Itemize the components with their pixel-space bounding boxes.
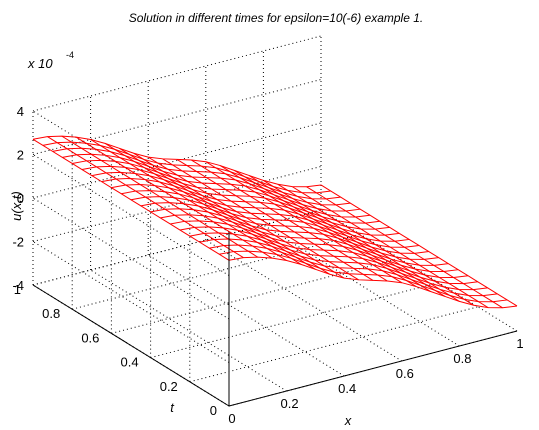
mesh-line-const-x [234, 170, 431, 292]
mesh-line-const-x [248, 175, 446, 297]
mesh-line-const-x [32, 138, 230, 261]
grid-box [32, 35, 518, 407]
mesh-line-const-x [205, 161, 403, 284]
y-axis-label: t [170, 400, 175, 415]
mesh-line-const-x [104, 142, 302, 265]
mesh-line-const-x [162, 158, 359, 281]
chart-title: Solution in different times for epsilon=… [129, 11, 424, 25]
mesh-line-const-x [90, 139, 287, 261]
y-tick-label: 0.4 [121, 355, 139, 370]
x-tick-label: 1 [516, 336, 523, 351]
y-tick-label: 0 [210, 403, 217, 418]
mesh-line-const-x [320, 184, 518, 307]
mesh-line-const-x [306, 186, 503, 309]
x-tick-label: 0.6 [396, 366, 414, 381]
mesh-line-const-x [291, 186, 489, 309]
y-tick-label: 0.2 [160, 379, 178, 394]
z-multiplier-exponent: -4 [66, 50, 74, 60]
grid-line [32, 35, 322, 112]
mesh-line-const-x [176, 158, 374, 281]
z-tick-label: 0 [17, 191, 24, 206]
mesh-line-const-x [191, 159, 388, 282]
y-axis-line [32, 284, 230, 407]
grid-line [32, 166, 322, 242]
y-tick-label: 1 [14, 282, 21, 297]
y-tick-label: 0.6 [81, 330, 99, 345]
z-tick-label: 4 [17, 104, 24, 119]
grid-line [32, 122, 322, 199]
grid-line [72, 233, 361, 310]
surface-mesh [32, 135, 518, 309]
y-tick-label: 0.8 [42, 306, 60, 321]
mesh-line-const-x [133, 152, 331, 275]
grid-line [32, 197, 230, 320]
mesh-line-const-x [119, 147, 316, 270]
grid-line [320, 209, 518, 332]
mesh-line-const-x [263, 179, 460, 302]
x-tick-label: 0.2 [281, 396, 299, 411]
x-axis-label: x [344, 413, 352, 428]
mesh-line-const-x [277, 183, 475, 306]
z-tick-label: -4 [12, 278, 24, 293]
grid-line [90, 269, 287, 392]
x-tick-label: 0 [228, 411, 235, 426]
mesh-line-const-x [47, 136, 244, 259]
mesh-line-const-x [61, 135, 259, 258]
mesh-line-const-t [42, 141, 331, 194]
z-multiplier-label: x 10 -4 [27, 50, 74, 71]
grid-line [32, 209, 322, 286]
z-tick-label: -2 [12, 235, 24, 250]
axes [32, 232, 518, 407]
grid-line [32, 79, 322, 155]
x-tick-label: 0.4 [338, 381, 356, 396]
x-tick-label: 0.8 [453, 351, 471, 366]
mesh-line-const-x [219, 165, 417, 287]
grid-line [32, 154, 230, 276]
grid-line [150, 282, 439, 359]
mesh-line-const-x [75, 136, 273, 259]
grid-line [147, 254, 345, 377]
z-axis-label: u(x,t) [9, 191, 24, 221]
mesh-line-const-x [147, 156, 345, 279]
x-axis-line [228, 330, 518, 407]
grid-line [111, 257, 400, 334]
grid-line [32, 241, 230, 363]
z-multiplier-base: x 10 [27, 56, 53, 71]
grid-line [189, 306, 478, 383]
z-tick-label: 2 [17, 148, 24, 163]
